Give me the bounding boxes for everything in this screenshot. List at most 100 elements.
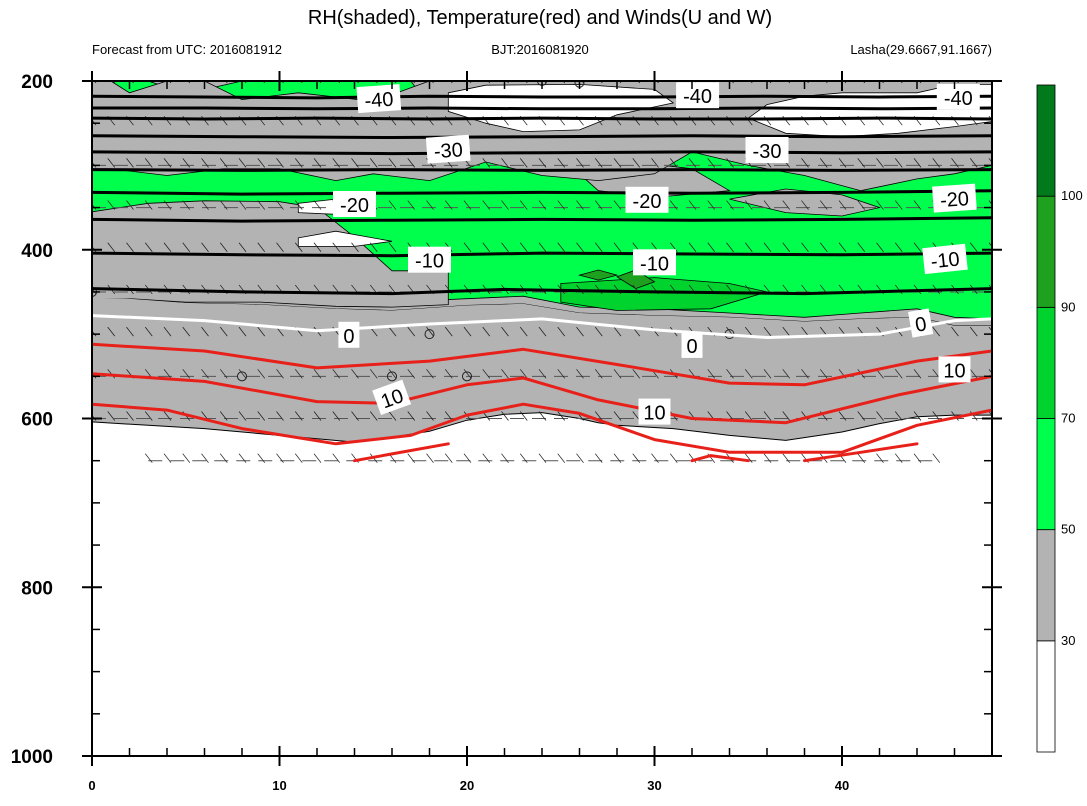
isotherm-line: [353, 442, 450, 463]
wind-barb: [838, 158, 847, 168]
isotherm-line: [803, 442, 919, 463]
wind-barb: [651, 453, 659, 463]
wind-barb: [651, 158, 659, 168]
rh-region-90_100: [577, 269, 619, 281]
wind-barb: [482, 369, 491, 379]
wind-barb: [782, 369, 791, 379]
isotherm-label-text: -30: [753, 141, 782, 163]
colorbar-tick-label: 30: [1061, 633, 1075, 648]
wind-barb: [219, 200, 228, 210]
isotherm-label: 10: [938, 356, 971, 383]
isotherm-label: -20: [932, 183, 977, 213]
wind-barb: [669, 200, 678, 210]
wind-barb: [519, 411, 528, 421]
wind-barb: [744, 200, 753, 210]
wind-barb: [144, 326, 153, 337]
wind-barb: [951, 158, 959, 168]
wind-barb: [294, 242, 303, 252]
wind-barb: [407, 369, 416, 379]
rh-colorbar: 30 50 70 90 100: [1036, 84, 1083, 753]
isotherm-label-box: [408, 246, 451, 273]
wind-barb: [557, 242, 566, 252]
wind-barb: [688, 200, 697, 210]
wind-barb: [332, 369, 341, 379]
wind-barb: [688, 242, 697, 252]
wind-barb: [407, 411, 416, 421]
wind-barb: [613, 453, 622, 463]
wind-barb: [744, 242, 753, 252]
wind-barb: [201, 369, 209, 379]
wind-barb: [501, 369, 509, 379]
wind-barb: [238, 200, 247, 210]
y-tick-label: 400: [21, 241, 53, 262]
wind-barb: [388, 326, 397, 337]
isotherm-label-box: [372, 379, 412, 416]
isotherm-label-box: [633, 249, 676, 276]
y-tick-label: 800: [21, 578, 53, 599]
y-tick-label: 600: [21, 410, 53, 431]
isotherm-label-text: -30: [433, 139, 463, 163]
wind-barb: [763, 369, 772, 379]
wind-barb: [182, 453, 191, 463]
wind-barb: [632, 453, 641, 463]
wind-barb: [182, 369, 191, 379]
wind-barb: [557, 158, 566, 168]
wind-barb: [219, 411, 228, 421]
wind-barb: [426, 369, 434, 379]
wind-barb: [519, 326, 528, 337]
wind-barb: [782, 411, 791, 421]
wind-barb: [351, 369, 359, 379]
wind-barb: [951, 411, 959, 421]
wind-barb: [932, 158, 941, 168]
wind-barb: [126, 158, 134, 168]
wind-barb: [632, 369, 641, 379]
wind-barb: [557, 326, 566, 337]
wind-barb: [969, 369, 978, 379]
wind-barb: [313, 158, 322, 168]
wind-barb: [538, 200, 547, 210]
wind-barb: [782, 200, 791, 210]
wind-barb: [876, 453, 884, 463]
wind-barb: [144, 158, 153, 168]
wind-barb: [894, 369, 903, 379]
wind-barb: [107, 158, 116, 168]
wind-barb: [501, 242, 509, 252]
isotherm-label: -30: [745, 137, 789, 163]
wind-barb: [613, 200, 622, 210]
isotherm-line: [92, 216, 992, 223]
isotherm-label: -30: [425, 134, 471, 164]
wind-barb: [163, 242, 172, 252]
wind-barb: [332, 411, 341, 421]
isotherm-label: 0: [681, 331, 703, 358]
wind-barb: [426, 453, 434, 463]
wind-barb: [744, 326, 753, 337]
wind-barb: [557, 411, 566, 421]
wind-barb: [201, 326, 209, 337]
wind-barb: [444, 369, 453, 379]
wind-barb: [257, 453, 266, 463]
wind-barb: [932, 411, 941, 421]
wind-barb: [313, 369, 322, 379]
wind-barb: [669, 453, 678, 463]
rh-region-30_50: [729, 188, 881, 217]
wind-barb: [594, 326, 603, 337]
wind-barb: [501, 453, 509, 463]
wind-barb: [519, 242, 528, 252]
colorbar-segment: [1036, 640, 1056, 753]
y-tick-label: 1000: [11, 747, 53, 768]
wind-barb: [182, 200, 191, 210]
wind-barb: [913, 242, 922, 252]
wind-barb: [951, 326, 959, 337]
wind-barb: [707, 242, 716, 252]
wind-barb: [388, 242, 397, 252]
wind-barb: [969, 158, 978, 168]
wind-barb: [857, 158, 866, 168]
wind-barb: [257, 158, 266, 168]
wind-barb: [238, 158, 247, 168]
wind-barb: [613, 242, 622, 252]
isotherm-label: -10: [633, 249, 676, 276]
wind-barb: [163, 453, 172, 463]
wind-barb: [594, 369, 603, 379]
isotherm-line: [690, 454, 750, 463]
wind-barb: [107, 411, 116, 421]
